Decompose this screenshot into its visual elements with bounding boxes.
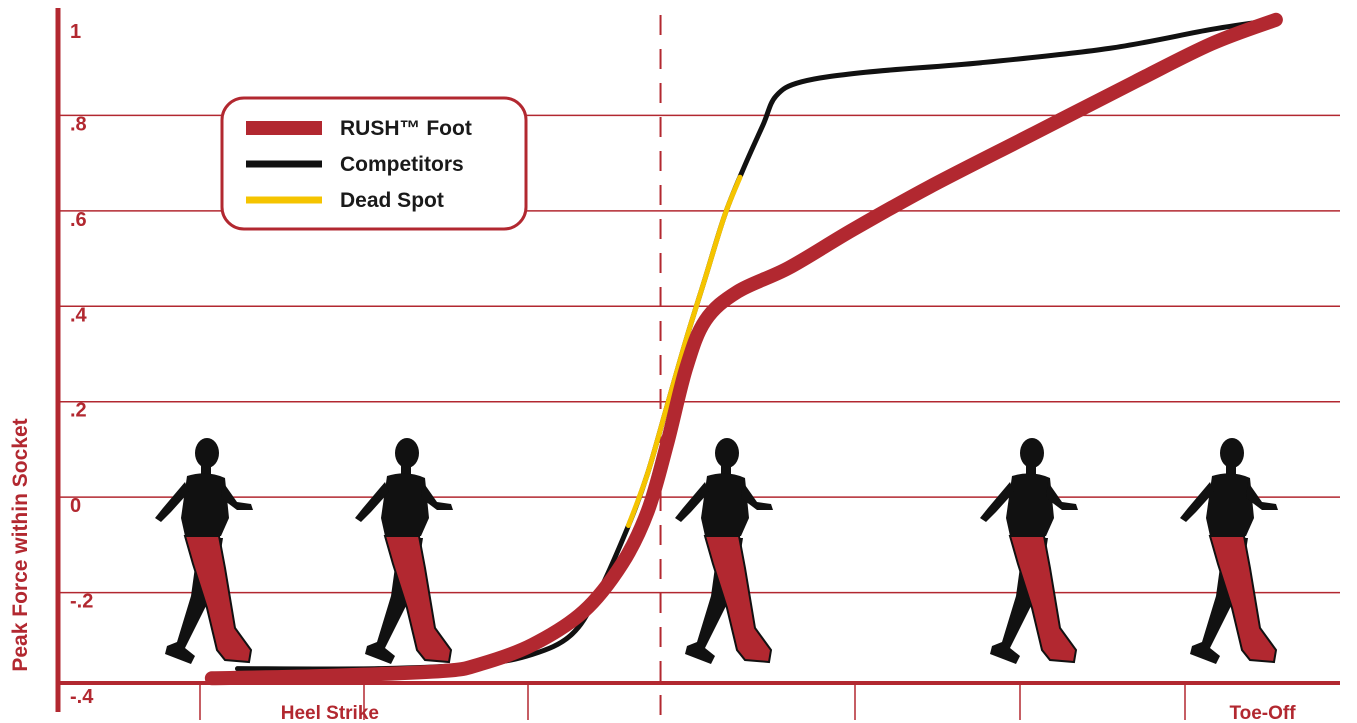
legend-label: Dead Spot — [340, 189, 444, 212]
walking-person-figure — [674, 437, 774, 665]
walking-person-figure — [1179, 437, 1279, 665]
y-tick-label: 1 — [70, 21, 81, 43]
walking-person-figure — [979, 437, 1079, 665]
series-line-rush-foot — [204, 12, 1283, 686]
legend-label: Competitors — [340, 153, 464, 176]
y-tick-labels: 1 .8 .6 .4 .2 0 -.2 -.4 — [70, 21, 94, 708]
y-tick-label: .6 — [70, 209, 87, 231]
y-tick-label: 0 — [70, 495, 81, 517]
walking-person-figure — [354, 437, 454, 665]
legend-label: RUSH™ Foot — [340, 117, 472, 140]
y-tick-label: .2 — [70, 400, 87, 422]
y-tick-label: -.4 — [70, 686, 94, 708]
y-tick-label: .8 — [70, 113, 87, 135]
y-axis-title: Peak Force within Socket — [9, 418, 32, 671]
x-phase-label: Toe-Off — [1229, 703, 1296, 723]
walking-person-figure — [154, 437, 254, 665]
legend: RUSH™ Foot Competitors Dead Spot — [220, 96, 528, 231]
x-phase-labels: Heel Strike Toe-Off — [281, 703, 1296, 723]
data-series — [204, 12, 1283, 686]
walking-figures — [154, 437, 1279, 665]
series-line-dead-spot — [625, 174, 743, 529]
y-tick-label: -.2 — [70, 591, 93, 613]
x-phase-label: Heel Strike — [281, 703, 379, 723]
y-tick-label: .4 — [70, 304, 88, 326]
